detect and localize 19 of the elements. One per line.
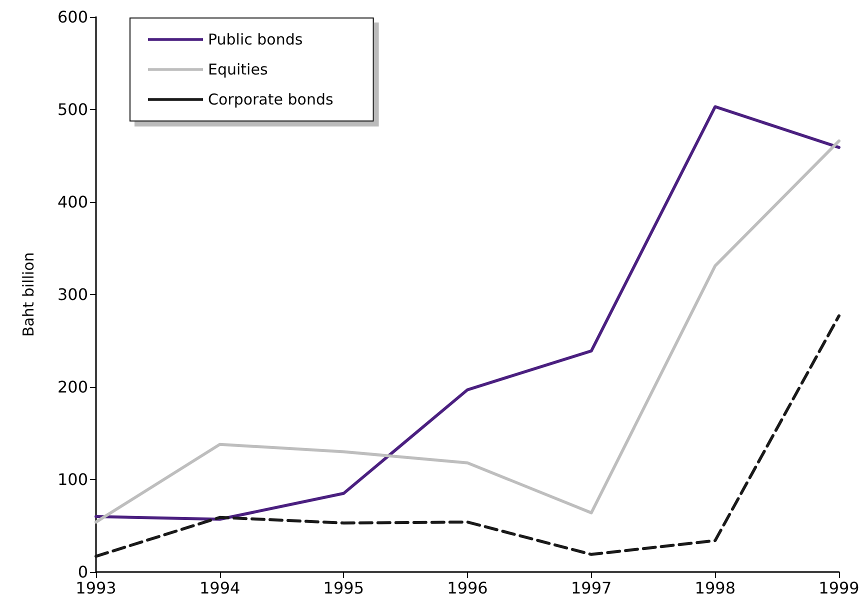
legend-label: Equities [208,60,268,78]
y-tick-label: 300 [57,285,88,304]
y-tick-label: 400 [57,192,88,212]
legend-label: Public bonds [208,30,303,48]
line-series [94,314,840,558]
x-tick-label: 1999 [818,578,860,598]
y-tick-label: 0 [78,562,88,582]
x-tick-label: 1998 [694,578,736,598]
x-tick-label: 1997 [570,578,612,598]
x-tick-label: 1994 [199,578,240,598]
y-tick-label: 500 [57,100,88,119]
y-axis-title: Baht billion [20,252,38,337]
x-tick-label: 1993 [76,578,116,598]
x-tick-label: 1995 [323,578,364,598]
y-tick-label: 200 [57,378,88,396]
y-tick-label: 100 [57,470,88,489]
legend-label: Corporate bonds [208,90,334,108]
x-tick-label: 1996 [447,578,488,598]
y-tick-label: 600 [57,8,88,26]
